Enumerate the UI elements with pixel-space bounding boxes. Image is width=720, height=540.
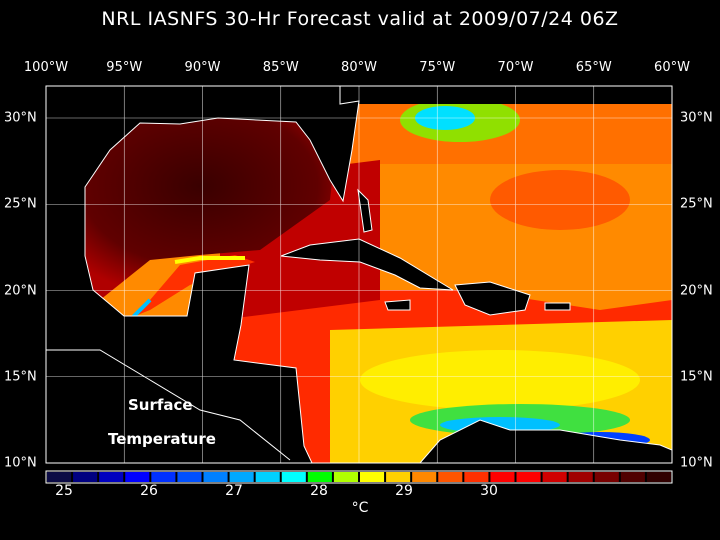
lon-label: 100°W [23, 60, 69, 75]
cuba-land [280, 238, 454, 291]
colorbar-swatch [568, 472, 593, 482]
colorbar-tick-label: 27 [225, 483, 243, 499]
overlay-label-line1: Surface [128, 396, 193, 414]
colorbar-swatch [516, 472, 541, 482]
colorbar [45, 470, 673, 484]
colorbar-unit: °C [351, 500, 369, 516]
colorbar-swatch [99, 472, 124, 482]
colorbar-swatch [151, 472, 176, 482]
colorbar-tick-label: 30 [480, 483, 498, 499]
lat-label-right: 10°N [680, 455, 713, 471]
colorbar-swatch [594, 472, 619, 482]
colorbar-swatch [307, 472, 332, 482]
colorbar-swatch [177, 472, 202, 482]
colorbar-swatch [125, 472, 150, 482]
colorbar-swatch [281, 472, 306, 482]
lat-label-right: 25°N [680, 196, 713, 212]
colorbar-swatch [333, 472, 358, 482]
overlay-label-line2: Temperature [108, 430, 216, 448]
colorbar-tick-label: 25 [55, 483, 73, 499]
jamaica-land [384, 299, 411, 311]
colorbar-swatch [620, 472, 645, 482]
lat-label-left: 25°N [4, 196, 37, 212]
lon-label: 75°W [419, 60, 456, 75]
gulf-of-mexico-sst [60, 110, 340, 300]
colorbar-swatch [73, 472, 98, 482]
colorbar-tick-label: 28 [310, 483, 328, 499]
colorbar-swatch [412, 472, 437, 482]
lon-label: 85°W [262, 60, 299, 75]
colorbar-tick-label: 26 [140, 483, 158, 499]
lat-label-left: 10°N [4, 455, 37, 471]
lon-label: 95°W [106, 60, 143, 75]
lon-label: 70°W [497, 60, 534, 75]
lat-label-right: 15°N [680, 369, 713, 385]
lon-label: 80°W [341, 60, 377, 75]
colorbar-swatch [47, 472, 72, 482]
colorbar-swatch [360, 472, 385, 482]
puerto-rico-land [544, 302, 571, 311]
lat-label-left: 20°N [4, 283, 37, 298]
colorbar-swatch [386, 472, 411, 482]
map-title: NRL IASNFS 30-Hr Forecast valid at 2009/… [101, 8, 619, 30]
bahamas-land [357, 188, 373, 233]
lon-label: 65°W [575, 60, 612, 75]
colorbar-swatch [646, 472, 671, 482]
colorbar-swatch [438, 472, 463, 482]
lat-label-left: 15°N [4, 369, 37, 385]
pacific-coastline [46, 349, 291, 461]
lat-label-left: 30°N [4, 110, 37, 126]
lon-label: 60°W [654, 60, 690, 75]
lon-label: 90°W [184, 60, 221, 75]
colorbar-swatch [490, 472, 515, 482]
south-america-land [419, 419, 672, 463]
colorbar-swatch [542, 472, 567, 482]
lat-label-right: 20°N [680, 283, 713, 298]
colorbar-tick-label: 29 [395, 483, 413, 499]
colorbar-swatch [203, 472, 228, 482]
graticule [46, 86, 672, 463]
map-frame [45, 85, 673, 464]
colorbar-swatch [255, 472, 280, 482]
colorbar-swatch [464, 472, 489, 482]
lat-label-right: 30°N [680, 110, 713, 126]
colorbar-swatch [229, 472, 254, 482]
